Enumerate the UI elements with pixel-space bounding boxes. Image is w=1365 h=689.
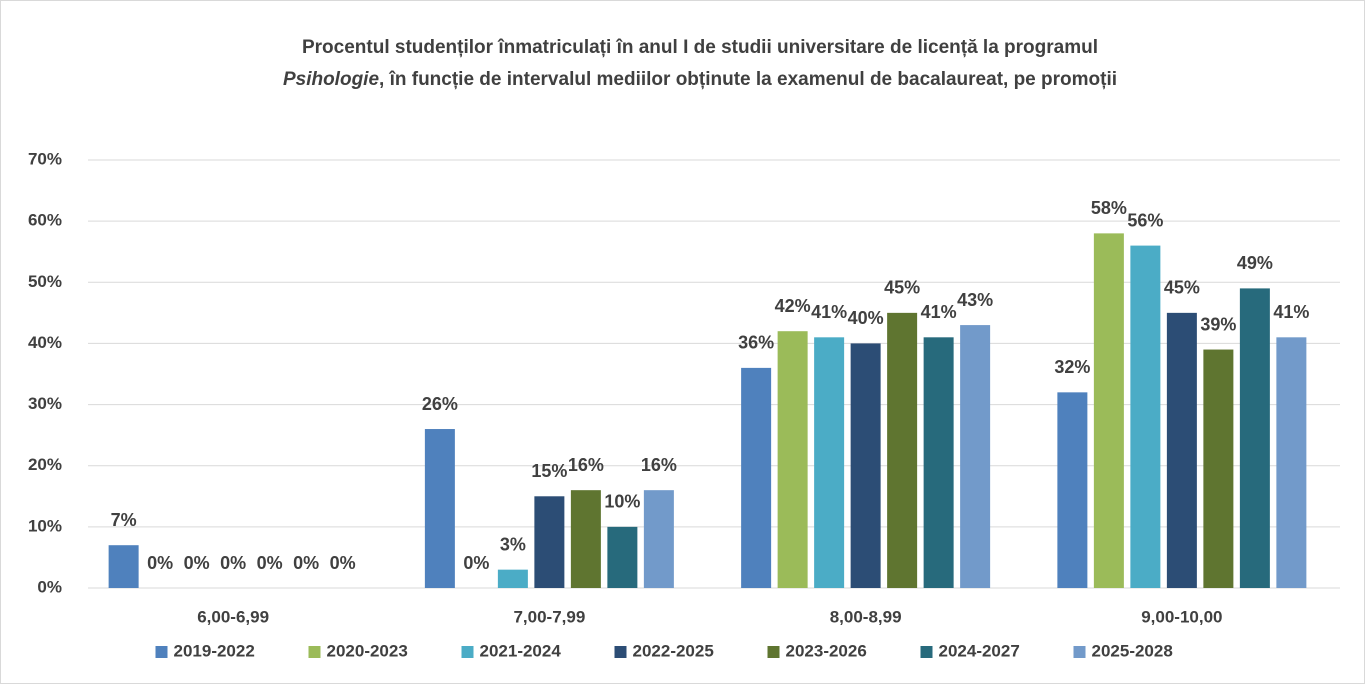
legend-label: 2024-2027	[939, 641, 1020, 660]
bar	[570, 490, 601, 588]
legend-label: 2023-2026	[786, 641, 867, 660]
data-label: 3%	[500, 534, 526, 554]
data-label: 0%	[463, 553, 489, 573]
bar	[607, 526, 638, 588]
bar	[1093, 233, 1124, 588]
y-tick-label: 60%	[28, 211, 62, 230]
legend-swatch	[155, 646, 168, 658]
legend-swatch	[920, 646, 933, 658]
legend-swatch	[308, 646, 321, 658]
title-line: Procentul studenților înmatriculați în a…	[302, 37, 1098, 58]
y-tick-label: 0%	[37, 577, 62, 596]
y-tick-label: 40%	[28, 333, 62, 352]
bar	[1203, 349, 1234, 588]
legend-label: 2025-2028	[1092, 641, 1173, 660]
legend-label: 2019-2022	[174, 641, 255, 660]
bar	[1057, 392, 1088, 588]
chart-title: Procentul studenților înmatriculați în a…	[302, 37, 1098, 58]
title-line: , în funcție de intervalul mediilor obți…	[379, 69, 1117, 90]
bar	[741, 367, 772, 588]
data-label: 41%	[1273, 302, 1309, 322]
x-tick-label: 6,00-6,99	[197, 607, 269, 626]
legend-label: 2021-2024	[480, 641, 562, 660]
data-label: 0%	[257, 553, 283, 573]
bar	[534, 496, 565, 588]
data-label: 45%	[1164, 278, 1200, 298]
bar	[960, 325, 991, 588]
data-label: 26%	[422, 394, 458, 414]
bar	[1239, 288, 1270, 588]
data-label: 0%	[147, 553, 173, 573]
data-label: 15%	[531, 461, 567, 481]
bar	[850, 343, 881, 588]
legend-swatch	[461, 646, 474, 658]
title-italic: Psihologie	[283, 69, 380, 90]
y-tick-label: 70%	[28, 149, 62, 168]
bar	[1130, 245, 1161, 588]
data-label: 49%	[1237, 253, 1273, 273]
data-label: 32%	[1054, 357, 1090, 377]
data-label: 0%	[330, 553, 356, 573]
data-label: 45%	[884, 278, 920, 298]
x-tick-label: 8,00-8,99	[830, 607, 902, 626]
data-label: 43%	[957, 290, 993, 310]
y-tick-label: 30%	[28, 394, 62, 413]
bar	[497, 569, 528, 588]
data-label: 16%	[641, 455, 677, 475]
bar	[887, 312, 918, 588]
data-label: 10%	[604, 492, 640, 512]
y-tick-label: 10%	[28, 516, 62, 535]
data-label: 0%	[220, 553, 246, 573]
legend-swatch	[614, 646, 627, 658]
legend-swatch	[1073, 646, 1086, 658]
data-label: 42%	[775, 296, 811, 316]
bar	[777, 331, 808, 588]
bar	[1166, 312, 1197, 588]
legend-label: 2022-2025	[633, 641, 714, 660]
data-label: 40%	[848, 308, 884, 328]
data-label: 16%	[568, 455, 604, 475]
data-label: 41%	[811, 302, 847, 322]
bar	[424, 429, 455, 588]
x-tick-label: 9,00-10,00	[1141, 607, 1222, 626]
legend-label: 2020-2023	[327, 641, 408, 660]
data-label: 39%	[1200, 314, 1236, 334]
bar	[814, 337, 845, 588]
data-label: 56%	[1127, 210, 1163, 230]
x-tick-label: 7,00-7,99	[513, 607, 585, 626]
chart-title: Psihologie, în funcție de intervalul med…	[283, 69, 1117, 90]
data-label: 0%	[293, 553, 319, 573]
bar	[923, 337, 954, 588]
legend-swatch	[767, 646, 780, 658]
y-tick-label: 50%	[28, 272, 62, 291]
data-label: 0%	[184, 553, 210, 573]
bar	[643, 490, 674, 588]
bar	[1276, 337, 1307, 588]
y-tick-label: 20%	[28, 455, 62, 474]
data-label: 41%	[921, 302, 957, 322]
data-label: 58%	[1091, 198, 1127, 218]
bar	[108, 545, 139, 588]
data-label: 36%	[738, 333, 774, 353]
data-label: 7%	[111, 510, 137, 530]
